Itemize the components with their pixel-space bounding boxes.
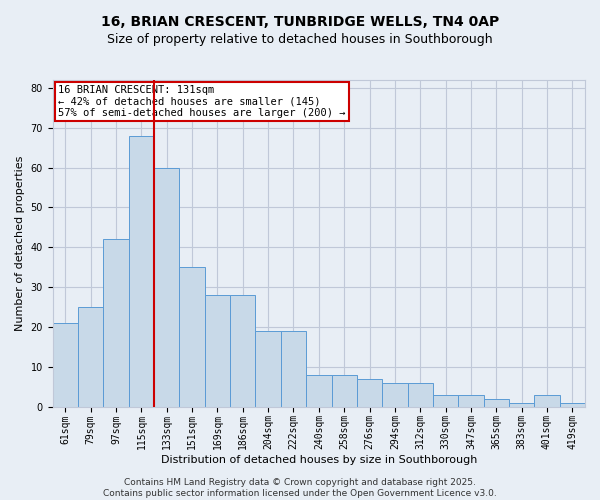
Bar — [484, 398, 509, 406]
Text: Contains HM Land Registry data © Crown copyright and database right 2025.
Contai: Contains HM Land Registry data © Crown c… — [103, 478, 497, 498]
Bar — [332, 374, 357, 406]
Bar — [560, 402, 585, 406]
Bar — [535, 394, 560, 406]
X-axis label: Distribution of detached houses by size in Southborough: Distribution of detached houses by size … — [161, 455, 477, 465]
Bar — [433, 394, 458, 406]
Bar — [154, 168, 179, 406]
Bar — [306, 374, 332, 406]
Bar — [458, 394, 484, 406]
Text: Size of property relative to detached houses in Southborough: Size of property relative to detached ho… — [107, 32, 493, 46]
Text: 16, BRIAN CRESCENT, TUNBRIDGE WELLS, TN4 0AP: 16, BRIAN CRESCENT, TUNBRIDGE WELLS, TN4… — [101, 15, 499, 29]
Bar — [53, 323, 78, 406]
Bar — [179, 267, 205, 406]
Y-axis label: Number of detached properties: Number of detached properties — [15, 156, 25, 331]
Text: 16 BRIAN CRESCENT: 131sqm
← 42% of detached houses are smaller (145)
57% of semi: 16 BRIAN CRESCENT: 131sqm ← 42% of detac… — [58, 85, 346, 118]
Bar — [407, 382, 433, 406]
Bar — [230, 295, 256, 406]
Bar — [382, 382, 407, 406]
Bar — [129, 136, 154, 406]
Bar — [357, 378, 382, 406]
Bar — [256, 331, 281, 406]
Bar — [205, 295, 230, 406]
Bar — [509, 402, 535, 406]
Bar — [281, 331, 306, 406]
Bar — [103, 240, 129, 406]
Bar — [78, 307, 103, 406]
